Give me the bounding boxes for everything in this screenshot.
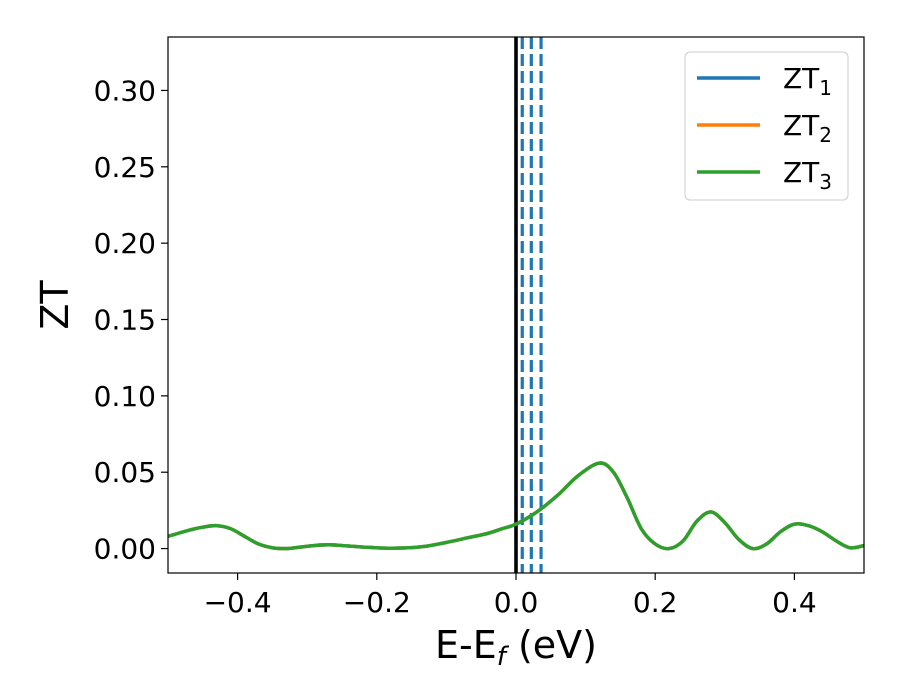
x-axis-label: E-Ef (eV) <box>435 623 597 672</box>
x-axis-label-unit: (eV) <box>506 623 597 667</box>
legend-label-1: ZT1 <box>783 62 832 100</box>
y-tick-label: 0.15 <box>94 304 156 337</box>
y-tick-label: 0.25 <box>94 151 156 184</box>
y-tick-label: 0.10 <box>94 380 156 413</box>
legend-label-3: ZT3 <box>783 156 832 194</box>
legend-label-2: ZT2 <box>783 109 832 147</box>
series-line-3 <box>168 461 864 551</box>
x-axis-ticks: −0.4 −0.2 0.0 0.2 0.4 <box>204 573 817 619</box>
x-tick-label: 0.2 <box>633 586 678 619</box>
y-axis-label: ZT <box>33 280 77 330</box>
y-axis-ticks: 0.00 0.05 0.10 0.15 0.20 0.25 0.30 <box>94 74 168 566</box>
x-tick-label: −0.4 <box>204 586 272 619</box>
y-tick-label: 0.20 <box>94 227 156 260</box>
x-tick-label: −0.2 <box>343 586 411 619</box>
x-tick-label: 0.4 <box>772 586 817 619</box>
y-tick-label: 0.05 <box>94 456 156 489</box>
vertical-lines <box>514 37 543 573</box>
y-tick-label: 0.30 <box>94 74 156 107</box>
legend-box <box>684 51 849 201</box>
x-tick-label: 0.0 <box>494 586 539 619</box>
series-lines <box>168 461 864 551</box>
y-tick-label: 0.00 <box>94 533 156 566</box>
legend: ZT1 ZT2 ZT3 <box>684 51 849 201</box>
